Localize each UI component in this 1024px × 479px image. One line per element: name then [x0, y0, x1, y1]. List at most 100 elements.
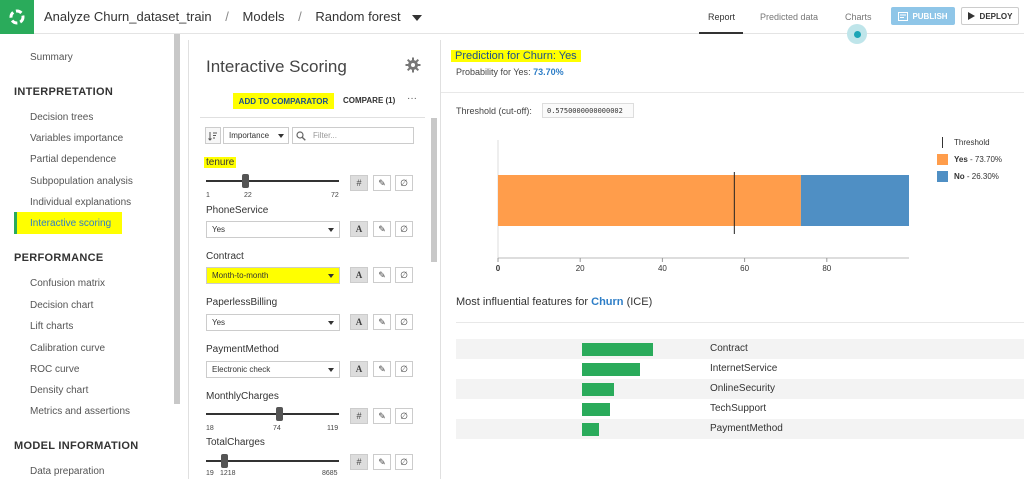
null-value-icon[interactable]: ∅	[395, 267, 413, 283]
select-contract[interactable]: Month-to-month	[206, 267, 340, 284]
edit-icon[interactable]: ✎	[373, 175, 391, 191]
feature-label-paymentmethod: PaymentMethod	[206, 344, 279, 355]
dataiku-logo-icon[interactable]	[0, 0, 34, 34]
slider-max-tenure: 72	[331, 192, 339, 199]
add-to-comparator-button[interactable]: ADD TO COMPARATOR	[233, 93, 334, 109]
edit-icon[interactable]: ✎	[373, 361, 391, 377]
bar-segment-no	[800, 175, 909, 226]
tab-report[interactable]: Report	[708, 12, 736, 22]
slider-handle-totalcharges[interactable]	[220, 454, 228, 468]
slider-track-tenure[interactable]	[206, 180, 339, 182]
ice-row: InternetService	[456, 359, 1024, 379]
null-value-icon[interactable]: ∅	[395, 454, 413, 470]
edit-icon[interactable]: ✎	[373, 454, 391, 470]
sort-by-select[interactable]: Importance	[223, 127, 289, 144]
type-text-button[interactable]: A	[350, 361, 368, 377]
sidebar-item-individual-explanations[interactable]: Individual explanations	[30, 197, 132, 208]
select-phoneservice[interactable]: Yes	[206, 221, 340, 238]
feature-label-monthlycharges: MonthlyCharges	[206, 391, 279, 402]
breadcrumb-model[interactable]: Random forest	[315, 9, 401, 24]
chevron-down-icon	[328, 368, 334, 372]
null-value-icon[interactable]: ∅	[395, 221, 413, 237]
chevron-down-icon	[328, 321, 334, 325]
legend-threshold-label: Threshold	[954, 138, 990, 147]
type-numeric-button[interactable]: #	[350, 454, 368, 470]
null-value-icon[interactable]: ∅	[395, 175, 413, 191]
sidebar-heading-model-information: MODEL INFORMATION	[14, 440, 139, 452]
play-icon	[967, 12, 975, 20]
probability-prefix: Probability for	[456, 67, 514, 77]
select-value-contract: Month-to-month	[212, 271, 269, 280]
sidebar-item-roc-curve[interactable]: ROC curve	[30, 364, 80, 375]
sidebar-item-partial-dependence[interactable]: Partial dependence	[30, 154, 117, 165]
slider-handle-tenure[interactable]	[241, 174, 249, 188]
chevron-down-icon[interactable]	[412, 14, 423, 21]
sidebar-item-summary[interactable]: Summary	[30, 52, 73, 63]
type-numeric-button[interactable]: #	[350, 175, 368, 191]
gear-icon[interactable]	[405, 57, 421, 73]
ice-row: TechSupport	[456, 399, 1024, 419]
sidebar-item-data-preparation[interactable]: Data preparation	[30, 466, 105, 477]
sidebar-item-density-chart[interactable]: Density chart	[30, 385, 89, 396]
type-text-button[interactable]: A	[350, 267, 368, 283]
ice-target: Churn	[591, 296, 624, 308]
tab-report-underline	[699, 32, 743, 34]
more-options-button[interactable]: ···	[407, 93, 417, 104]
null-value-icon[interactable]: ∅	[395, 314, 413, 330]
type-text-button[interactable]: A	[350, 314, 368, 330]
type-text-button[interactable]: A	[350, 221, 368, 237]
sidebar-item-variables-importance[interactable]: Variables importance	[30, 133, 124, 144]
tab-predicted-data[interactable]: Predicted data	[760, 12, 819, 22]
edit-icon[interactable]: ✎	[373, 314, 391, 330]
feature-filter-input[interactable]: Filter...	[292, 127, 414, 144]
edit-icon[interactable]: ✎	[373, 408, 391, 424]
ice-divider	[456, 322, 1024, 323]
tour-hint-dot[interactable]	[847, 24, 867, 44]
type-numeric-button[interactable]: #	[350, 408, 368, 424]
sidebar-item-calibration-curve[interactable]: Calibration curve	[30, 343, 106, 354]
edit-icon[interactable]: ✎	[373, 267, 391, 283]
slider-max-totalcharges: 8685	[322, 470, 338, 477]
deploy-button[interactable]: DEPLOY	[961, 7, 1019, 25]
x-tick-label: 40	[658, 264, 667, 273]
select-paperlessbilling[interactable]: Yes	[206, 314, 340, 331]
sidebar-item-confusion-matrix[interactable]: Confusion matrix	[30, 278, 106, 289]
ice-feature-techsupport: TechSupport	[710, 403, 767, 414]
scoring-panel-border-right	[440, 40, 441, 479]
sidebar-item-decision-trees[interactable]: Decision trees	[30, 112, 94, 123]
sidebar-item-lift-charts[interactable]: Lift charts	[30, 321, 74, 332]
ice-bar-techsupport	[582, 403, 610, 416]
slider-handle-monthlycharges[interactable]	[276, 407, 284, 421]
ice-row: PaymentMethod	[456, 419, 1024, 439]
ice-title-suffix: (ICE)	[623, 296, 653, 308]
slider-value-monthlycharges: 74	[273, 425, 281, 432]
sort-order-button[interactable]	[205, 127, 221, 144]
ice-bar-paymentmethod	[582, 423, 599, 436]
sidebar-scrollbar[interactable]	[174, 34, 180, 404]
sidebar-item-subpopulation-analysis[interactable]: Subpopulation analysis	[30, 176, 133, 187]
scoring-scrollbar[interactable]	[431, 118, 437, 262]
bar-segment-yes	[498, 175, 801, 226]
slider-track-totalcharges[interactable]	[206, 460, 339, 462]
sidebar-item-interactive-scoring[interactable]: Interactive scoring	[30, 218, 112, 229]
null-value-icon[interactable]: ∅	[395, 361, 413, 377]
slider-track-monthlycharges[interactable]	[206, 413, 339, 415]
publish-button[interactable]: PUBLISH	[891, 7, 955, 25]
sidebar-heading-interpretation: INTERPRETATION	[14, 86, 114, 98]
dashboard-icon	[898, 11, 909, 21]
slider-min-tenure: 1	[206, 192, 210, 199]
ice-row: Contract	[456, 339, 1024, 359]
legend-yes-label: Yes	[954, 155, 968, 164]
ice-row: OnlineSecurity	[456, 379, 1024, 399]
null-value-icon[interactable]: ∅	[395, 408, 413, 424]
edit-icon[interactable]: ✎	[373, 221, 391, 237]
scoring-panel-border-left	[188, 40, 189, 479]
sidebar-item-metrics-and-assertions[interactable]: Metrics and assertions	[30, 406, 131, 417]
tab-charts[interactable]: Charts	[845, 12, 872, 22]
breadcrumb-dataset[interactable]: Analyze Churn_dataset_train	[44, 9, 212, 24]
sidebar-item-decision-chart[interactable]: Decision chart	[30, 300, 94, 311]
breadcrumb-models[interactable]: Models	[242, 9, 285, 24]
compare-button[interactable]: COMPARE (1)	[343, 96, 396, 105]
select-paymentmethod[interactable]: Electronic check	[206, 361, 340, 378]
